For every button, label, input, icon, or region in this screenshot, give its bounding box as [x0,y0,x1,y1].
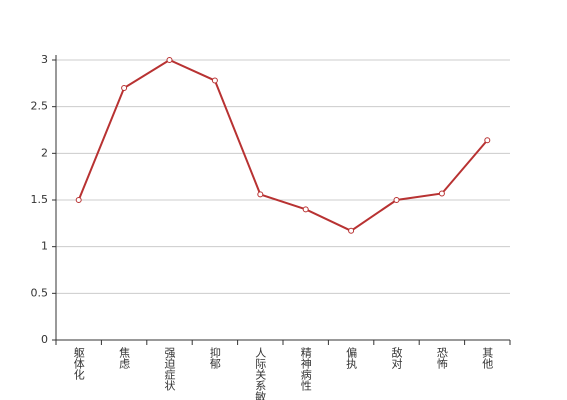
point [302,206,309,213]
line [77,58,489,232]
point [75,197,82,203]
point [211,77,218,84]
x-tick-label: 人际关系敏感 [254,347,267,400]
x-tick-label: 焦虑 [118,347,131,369]
point [257,191,264,198]
x-tick-label: 恐怖 [435,347,448,369]
point [121,85,128,91]
y-tick-label: 1 [41,240,48,253]
point [166,57,173,63]
point [348,227,355,234]
x-tick-label: 精神病性 [299,347,312,392]
point [393,197,400,203]
y-tick-label: 3 [41,53,48,66]
y-tick-label: 2.5 [31,100,49,113]
x-tick-label: 其他 [481,347,494,369]
y-tick-label: 0.5 [31,286,49,299]
y-tick-label: 0 [41,333,48,346]
x-tick-label: 敌对 [390,346,403,369]
y-tick-label: 2 [41,146,48,159]
point [484,137,491,144]
x-tick-label: 抑郁 [208,346,221,369]
y-tick-label: 1.5 [31,193,49,206]
x-tick-label: 强迫症状 [163,347,176,391]
x-tick-label: 躯体化 [72,347,85,381]
point [438,190,445,197]
x-tick-label: 偏执 [345,346,358,370]
